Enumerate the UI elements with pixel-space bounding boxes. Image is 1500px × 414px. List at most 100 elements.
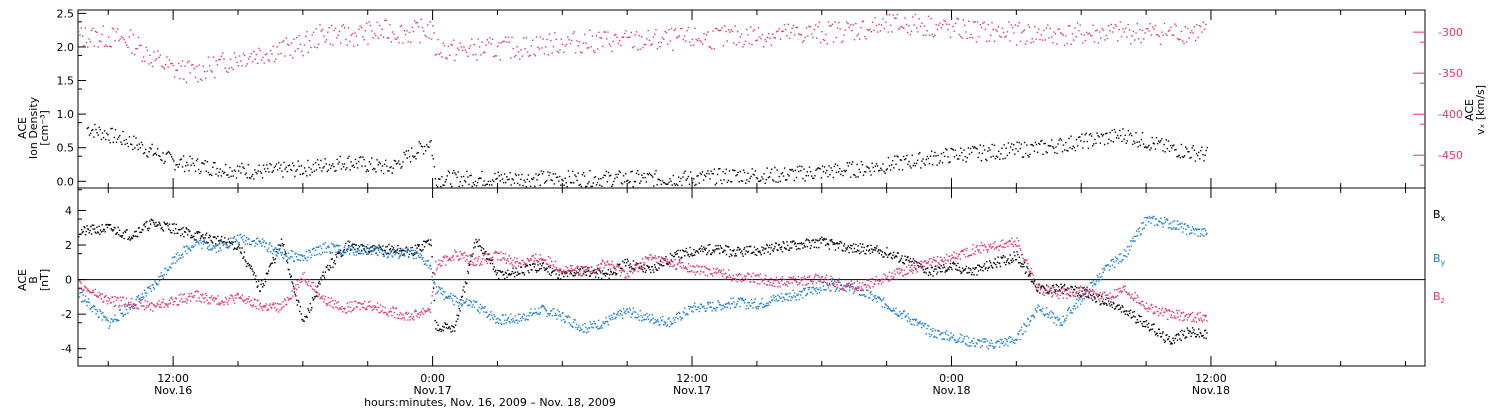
vx-point [776, 31, 777, 32]
vx-point [616, 37, 617, 38]
bx-point [357, 248, 358, 249]
ion-density-point [376, 159, 377, 160]
by-point [819, 292, 820, 293]
bx-point [1067, 287, 1068, 288]
by-point [913, 324, 914, 325]
bx-point [1157, 335, 1158, 336]
by-point [109, 325, 110, 326]
by-point [797, 295, 798, 296]
by-point [1072, 308, 1073, 309]
ion-density-point [1110, 140, 1111, 141]
by-point [765, 305, 766, 306]
by-point [105, 316, 106, 317]
bx-point [214, 236, 215, 237]
by-point [453, 295, 454, 296]
vx-point [742, 46, 743, 47]
bx-point [1124, 311, 1125, 312]
ion-density-point [922, 158, 923, 159]
vx-point [1111, 24, 1112, 25]
by-point [247, 243, 248, 244]
by-point [288, 252, 289, 253]
bx-point [1063, 293, 1064, 294]
bx-point [478, 239, 479, 240]
vx-point [1095, 30, 1096, 31]
ion-density-point [1185, 146, 1186, 147]
vx-point [1041, 34, 1042, 35]
vx-point [928, 16, 929, 17]
ion-density-point [307, 160, 308, 161]
bx-point [883, 256, 884, 257]
bx-point [1028, 275, 1029, 276]
vx-point [980, 24, 981, 25]
vx-point [395, 38, 396, 39]
ion-density-point [159, 156, 160, 157]
by-point [510, 314, 511, 315]
vx-point [234, 52, 235, 53]
by-point [520, 318, 521, 319]
bx-point [977, 265, 978, 266]
bx-point [833, 242, 834, 243]
vx-point [296, 37, 297, 38]
ion-density-point [799, 165, 800, 166]
by-point [361, 251, 362, 252]
by-point [970, 345, 971, 346]
ion-density-point [269, 163, 270, 164]
bx-point [640, 268, 641, 269]
by-point [824, 289, 825, 290]
ion-density-point [205, 160, 206, 161]
vx-point [353, 46, 354, 47]
bx-point [329, 265, 330, 266]
bx-point [864, 247, 865, 248]
ion-density-point [150, 148, 151, 149]
ion-density-point [472, 186, 473, 187]
vx-point [221, 56, 222, 57]
by-point [851, 286, 852, 287]
vx-point [904, 17, 905, 18]
bx-point [1092, 299, 1093, 300]
by-point [815, 290, 816, 291]
bx-point [914, 260, 915, 261]
ion-density-point [859, 169, 860, 170]
by-point [850, 284, 851, 285]
vx-point [549, 34, 550, 35]
bx-point [153, 222, 154, 223]
by-point [920, 323, 921, 324]
by-point [934, 336, 935, 337]
vx-point [1008, 21, 1009, 22]
vx-point [98, 46, 99, 47]
by-point [86, 301, 87, 302]
by-point [289, 258, 290, 259]
bx-point [530, 264, 531, 265]
by-point [338, 245, 339, 246]
ion-density-point [1157, 143, 1158, 144]
ion-density-point [461, 176, 462, 177]
bx-point [685, 250, 686, 251]
bx-point [429, 244, 430, 245]
ion-density-point [917, 160, 918, 161]
ion-density-point [233, 175, 234, 176]
vx-point [1099, 31, 1100, 32]
bx-point [601, 278, 602, 279]
by-point [795, 296, 796, 297]
ion-density-point [347, 158, 348, 159]
ion-density-point [828, 165, 829, 166]
vx-point [424, 35, 425, 36]
bx-point [154, 223, 155, 224]
by-point [658, 321, 659, 322]
vx-point [398, 42, 399, 43]
by-point [910, 319, 911, 320]
by-point [1051, 317, 1052, 318]
by-point [1010, 341, 1011, 342]
bx-point [1108, 300, 1109, 301]
by-point [1131, 241, 1132, 242]
bx-point [717, 248, 718, 249]
ion-density-point [344, 163, 345, 164]
ion-density-point [560, 185, 561, 186]
by-point [954, 340, 955, 341]
bx-point [404, 250, 405, 251]
ion-density-point [375, 171, 376, 172]
ion-density-point [822, 166, 823, 167]
by-point [662, 316, 663, 317]
by-point [730, 307, 731, 308]
bx-point [292, 283, 293, 284]
